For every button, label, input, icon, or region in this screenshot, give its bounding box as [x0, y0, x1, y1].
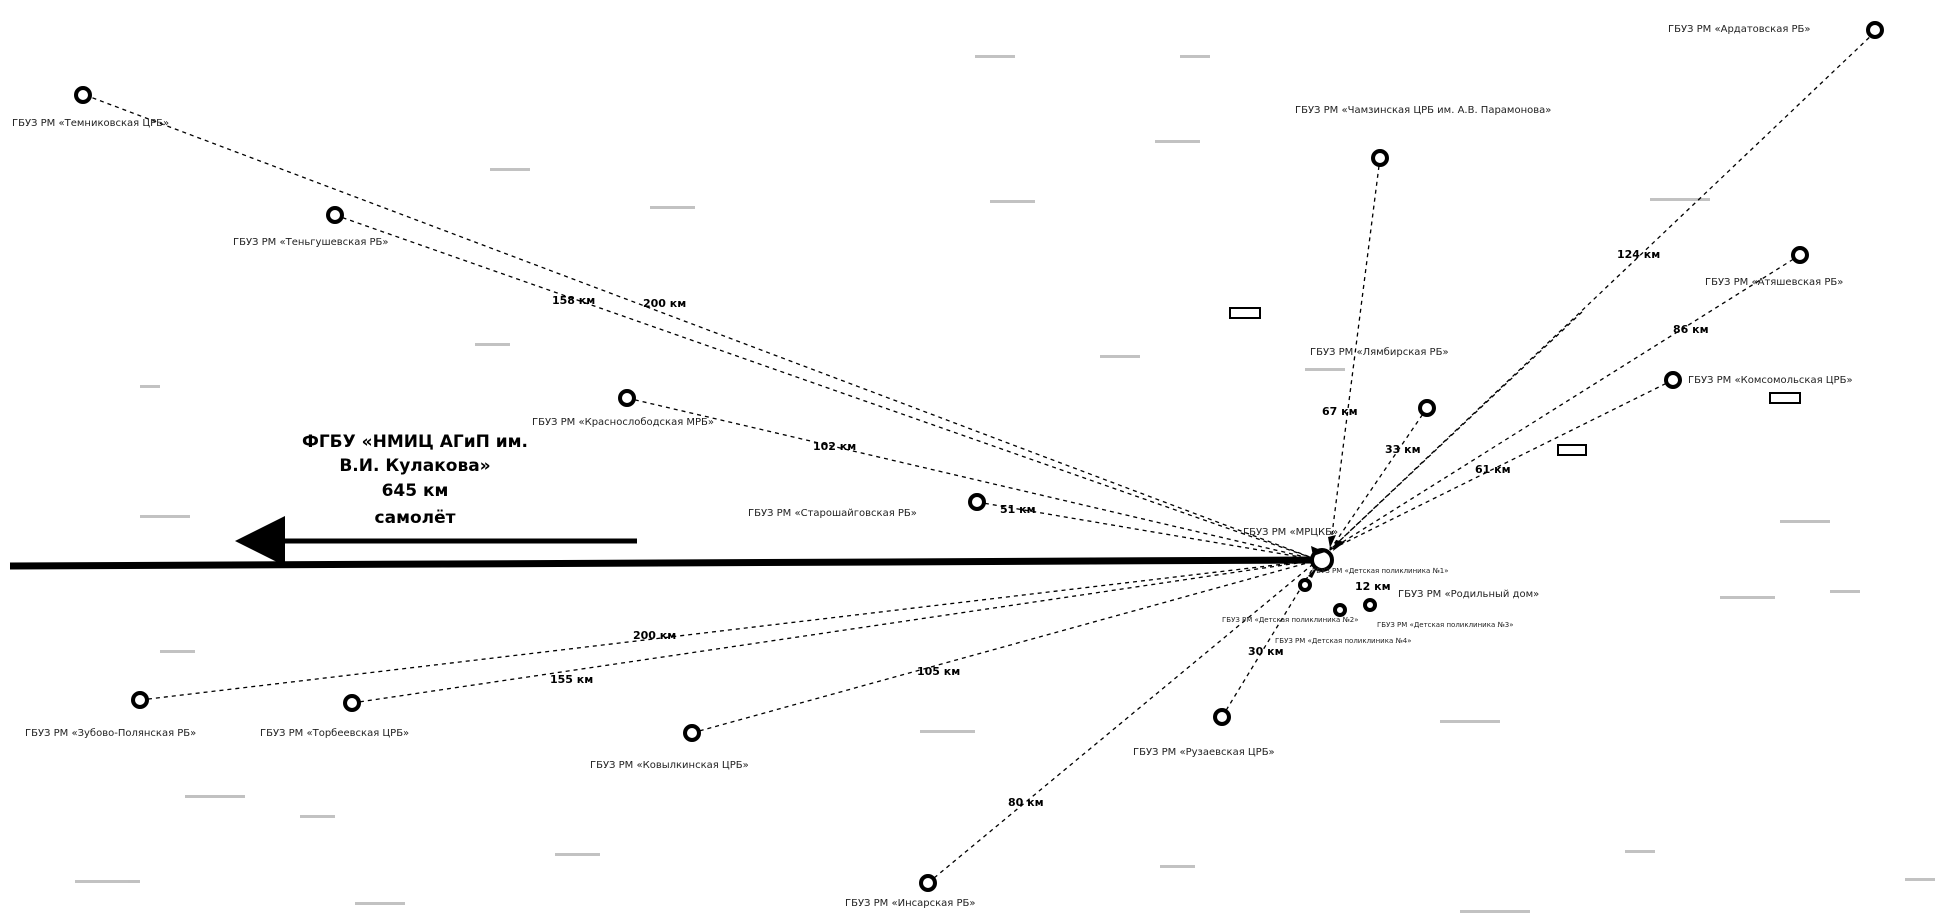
hospital-label: ГБУЗ РМ «Краснослободская МРБ»: [532, 417, 714, 428]
hospital-marker[interactable]: [683, 724, 701, 742]
hospital-marker[interactable]: [1333, 603, 1347, 617]
hospital-label: ГБУЗ РМ «Ковылкинская ЦРБ»: [590, 760, 749, 771]
distance-label: 33 км: [1385, 443, 1421, 456]
hospital-marker[interactable]: [1791, 246, 1809, 264]
hospital-marker[interactable]: [1866, 21, 1884, 39]
distance-label: 124 км: [1617, 248, 1660, 261]
destination-line2: В.И. Кулакова»: [339, 456, 490, 476]
clinic-labels: ГБУЗ РМ «Детская поликлиника №1» ГБУЗ РМ…: [1222, 567, 1514, 645]
distance-label: 155 км: [550, 673, 593, 686]
hospital-label: ГБУЗ РМ «Темниковская ЦРБ»: [12, 118, 169, 129]
destination-line1: ФГБУ «НМИЦ АГиП им.: [302, 432, 528, 452]
hospital-label: ГБУЗ РМ «Комсомольская ЦРБ»: [1688, 375, 1853, 386]
distance-label: 102 км: [813, 440, 856, 453]
clinic-label: ГБУЗ РМ «Детская поликлиника №3»: [1377, 621, 1514, 629]
hospital-marker[interactable]: [1298, 578, 1312, 592]
hospital-marker[interactable]: [1363, 598, 1377, 612]
distance-label: 30 км: [1248, 645, 1284, 658]
hospital-markers: [74, 21, 1884, 892]
hospital-marker[interactable]: [326, 206, 344, 224]
hospital-marker[interactable]: [1371, 149, 1389, 167]
main-route-line: [9, 556, 1319, 570]
distance-label: 200 км: [643, 297, 686, 310]
hospital-label: ГБУЗ РМ «Атяшевская РБ»: [1705, 277, 1843, 288]
hospital-marker[interactable]: [1213, 708, 1231, 726]
center-arrowheads: [1308, 535, 1345, 578]
background-settlements: [75, 55, 1935, 913]
hospital-label: ГБУЗ РМ «Торбеевская ЦРБ»: [260, 728, 409, 739]
hospital-label: ГБУЗ РМ «Ардатовская РБ»: [1668, 24, 1811, 35]
hospital-label: ГБУЗ РМ «Старошайговская РБ»: [748, 508, 917, 519]
hospital-marker[interactable]: [343, 694, 361, 712]
clinic-label: ГБУЗ РМ «Детская поликлиника №1»: [1312, 567, 1449, 575]
distance-label: 67 км: [1322, 405, 1358, 418]
hospital-marker[interactable]: [1418, 399, 1436, 417]
hospital-marker[interactable]: [919, 874, 937, 892]
hospital-label: ГБУЗ РМ «Родильный дом»: [1398, 589, 1539, 600]
distance-label: 86 км: [1673, 323, 1709, 336]
route-distance: 645 км: [382, 481, 449, 501]
hospital-label: ГБУЗ РМ «МРЦКБ»: [1243, 527, 1338, 538]
clinic-label: ГБУЗ РМ «Детская поликлиника №2»: [1222, 616, 1359, 624]
distance-label: 61 км: [1475, 463, 1511, 476]
distance-label: 12 км: [1355, 580, 1391, 593]
hospital-label: ГБУЗ РМ «Зубово-Полянская РБ»: [25, 728, 196, 739]
route-transport: самолёт: [375, 508, 456, 528]
clinic-label: ГБУЗ РМ «Детская поликлиника №4»: [1275, 637, 1412, 645]
hospital-marker[interactable]: [618, 389, 636, 407]
hospital-marker[interactable]: [74, 86, 92, 104]
distance-labels: 158 км 200 км 102 км 51 км 200 км 155 км…: [550, 248, 1709, 809]
hospital-label: ГБУЗ РМ «Инсарская РБ»: [845, 898, 975, 909]
distance-label: 51 км: [1000, 503, 1036, 516]
distance-label: 200 км: [633, 629, 676, 642]
hospital-labels: ГБУЗ РМ «Темниковская ЦРБ» ГБУЗ РМ «Тень…: [12, 24, 1853, 909]
hospital-label: ГБУЗ РМ «Чамзинская ЦРБ им. А.В. Парамон…: [1295, 105, 1551, 116]
road-signs: [1229, 307, 1801, 456]
distance-label: 158 км: [552, 294, 595, 307]
hospital-label: ГБУЗ РМ «Теньгушевская РБ»: [233, 237, 389, 248]
main-route-label: ФГБУ «НМИЦ АГиП им. В.И. Кулакова» 645 к…: [302, 432, 528, 528]
hospital-marker[interactable]: [131, 691, 149, 709]
distance-label: 80 км: [1008, 796, 1044, 809]
hospital-label: ГБУЗ РМ «Лямбирская РБ»: [1310, 347, 1449, 358]
hospital-marker[interactable]: [968, 493, 986, 511]
hospital-marker[interactable]: [1310, 548, 1334, 572]
hospital-label: ГБУЗ РМ «Рузаевская ЦРБ»: [1133, 747, 1275, 758]
distance-label: 105 км: [917, 665, 960, 678]
hospital-marker[interactable]: [1664, 371, 1682, 389]
